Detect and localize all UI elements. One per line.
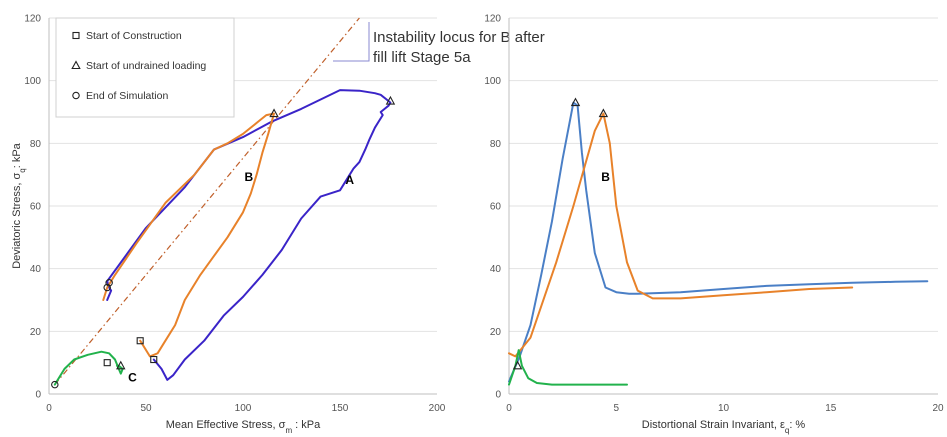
x-axis-label-tail: : %: [789, 419, 805, 431]
y-tick-label: 120: [24, 14, 41, 25]
circle-marker: [51, 380, 59, 389]
y-tick-label: 0: [35, 390, 41, 401]
series-label-a: A: [345, 173, 354, 187]
legend-circle-marker: [72, 91, 80, 100]
x-tick-label: 100: [235, 403, 252, 414]
series-line-b: [508, 112, 854, 358]
legend-triangle-marker: [71, 60, 81, 70]
y-axis-label-tail: : kPa: [11, 142, 23, 168]
x-tick-label: 5: [613, 403, 619, 414]
x-axis-label-sub: m: [285, 426, 292, 435]
y-tick-label: 40: [490, 264, 502, 275]
triangle-marker: [598, 108, 609, 118]
x-tick-label: 200: [429, 403, 446, 414]
series-line-c: [508, 349, 628, 386]
x-axis-label-tail: : kPa: [292, 419, 321, 431]
x-tick-label: 0: [506, 403, 512, 414]
series-label-b: B: [244, 170, 253, 184]
series-label-c: C: [128, 370, 137, 384]
y-tick-label: 40: [30, 264, 42, 275]
chart-strain: 0 20 40 60 80 100 120 0 5 10 15 20 Distortional Stra…: [484, 14, 944, 435]
triangle-marker: [570, 97, 581, 107]
triangle-marker: [385, 95, 396, 105]
triangle-marker: [116, 360, 126, 370]
x-tick-label: 20: [932, 403, 944, 414]
x-tick-label: 15: [825, 403, 837, 414]
legend-entry-label: Start of undrained loading: [86, 60, 206, 72]
x-tick-label: 150: [332, 403, 349, 414]
series-line-a: [508, 101, 929, 383]
square-marker: [150, 355, 158, 364]
y-axis-label: Deviatoric Stress, σq: kPa: [11, 142, 27, 268]
square-marker: [103, 359, 111, 367]
series-label-b: B: [601, 170, 610, 184]
x-tick-label: 10: [718, 403, 730, 414]
square-marker: [136, 337, 144, 345]
y-tick-label: 80: [30, 139, 42, 150]
y-tick-label: 20: [30, 327, 42, 338]
legend-square-marker: [72, 31, 80, 40]
series-line-c: [53, 350, 124, 386]
y-tick-label: 60: [30, 202, 42, 213]
x-axis-label-main: Mean Effective Stress, σ: [166, 419, 286, 431]
y-axis-label-sub: q: [18, 168, 27, 172]
x-axis-label: Distortional Strain Invariant, εq: %: [642, 419, 806, 435]
series-line-b: [102, 112, 275, 358]
x-axis-label-sub: q: [785, 426, 789, 435]
x-tick-label: 50: [140, 403, 152, 414]
y-tick-label: 80: [490, 139, 502, 150]
series-line-a: [106, 89, 392, 381]
triangle-marker: [512, 360, 523, 370]
y-axis-label-main: Deviatoric Stress, σ: [11, 173, 23, 269]
callout-line-2: fill lift Stage 5a: [373, 49, 471, 66]
x-tick-label: 0: [46, 403, 52, 414]
legend-entry-label: Start of Construction: [86, 30, 182, 42]
legend: Start of Construction Start of undrained …: [55, 17, 235, 118]
y-tick-label: 100: [484, 76, 501, 87]
callout-connector: [333, 22, 370, 62]
y-tick-label: 60: [490, 202, 502, 213]
x-axis-label: Mean Effective Stress, σm : kPa: [166, 419, 321, 435]
triangle-marker: [269, 108, 279, 118]
legend-box: [55, 17, 235, 118]
circle-marker: [103, 283, 111, 292]
y-tick-label: 20: [490, 327, 502, 338]
instability-locus-line: [54, 17, 360, 385]
callout-line-1: Instability locus for B after: [373, 29, 545, 46]
y-tick-label: 100: [24, 76, 41, 87]
x-axis-label-main: Distortional Strain Invariant, ε: [642, 419, 785, 431]
y-tick-label: 0: [495, 390, 501, 401]
callout: Instability locus for B after fill lift S…: [333, 22, 545, 66]
legend-entry-label: End of Simulation: [86, 90, 168, 102]
y-tick-label: 120: [484, 14, 501, 25]
circle-marker: [105, 279, 113, 287]
